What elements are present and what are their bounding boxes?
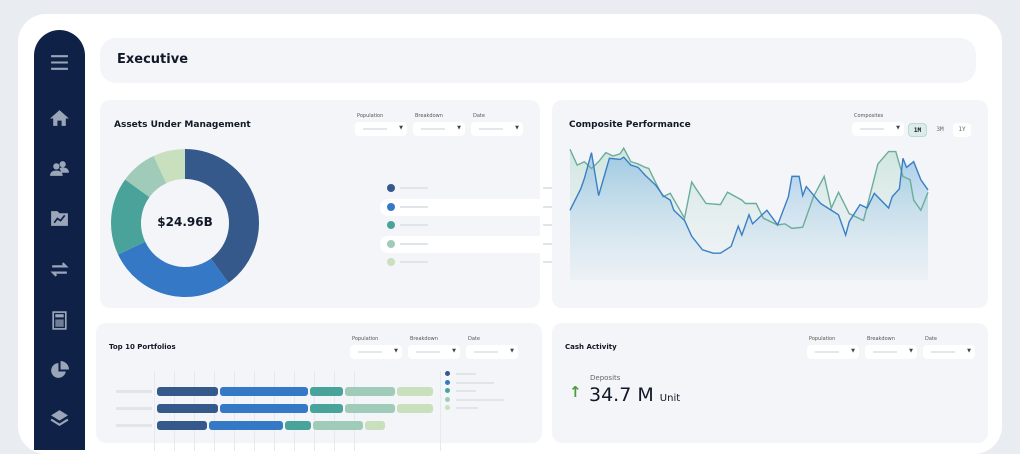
cash-card: Cash Activity Population ▼ Breakdown ▼ Dat…: [552, 323, 988, 443]
aum-card: Assets Under Management Population ▼ Brea…: [100, 100, 620, 308]
dropdown-label: Composites: [854, 113, 884, 119]
bar-segment[interactable]: [220, 404, 308, 413]
users-icon[interactable]: [49, 158, 70, 179]
bar-segment[interactable]: [310, 387, 343, 396]
top10-card: Top 10 Portfolios Population ▼ Breakdown ▼…: [96, 323, 542, 451]
bar-label: [116, 390, 152, 393]
caret-down-icon: ▼: [909, 348, 913, 354]
legend-swatch: [387, 184, 395, 192]
home-icon[interactable]: [49, 108, 70, 129]
bar-segment[interactable]: [397, 404, 433, 413]
menu-icon[interactable]: [49, 52, 70, 73]
dropdown-label: Breakdown: [415, 113, 443, 119]
deposits-amount: 34.7 M: [589, 384, 654, 406]
legend-swatch: [387, 239, 395, 248]
legend-swatch: [387, 202, 395, 211]
legend-swatch: [445, 371, 450, 376]
top10-title: Top 10 Portfolios: [109, 343, 176, 351]
range-1y-button[interactable]: 1Y: [953, 123, 971, 137]
legend-swatch: [387, 221, 395, 229]
bar-segment[interactable]: [157, 404, 218, 413]
legend-swatch: [445, 396, 450, 402]
aum-total: $24.96B: [157, 215, 213, 229]
bar-segment[interactable]: [157, 387, 218, 396]
caret-down-icon: ▼: [851, 348, 855, 354]
composite-line-chart: [569, 146, 929, 280]
composite-title: Composite Performance: [569, 120, 691, 130]
series-line[interactable]: [569, 146, 929, 230]
dropdown-label: Breakdown: [410, 336, 438, 342]
range-3m-button[interactable]: 3M: [936, 126, 944, 133]
bar-segment[interactable]: [345, 387, 395, 396]
cash-title: Cash Activity: [565, 343, 617, 351]
deposits-value: 34.7 M Unit: [589, 384, 680, 406]
dropdown-label: Population: [357, 113, 384, 119]
deposits-unit: Unit: [659, 393, 681, 404]
layers-icon[interactable]: [49, 408, 70, 429]
caret-down-icon: ▼: [896, 125, 900, 131]
dropdown-label: Population: [809, 336, 836, 342]
up-arrow-icon: ↑: [569, 383, 582, 401]
bar-segment[interactable]: [397, 387, 433, 396]
aum-title: Assets Under Management: [114, 120, 251, 130]
range-1m-button[interactable]: 1M: [908, 123, 927, 137]
caret-down-icon: ▼: [967, 348, 971, 354]
donut-slice[interactable]: [118, 241, 229, 297]
dropdown-label: Date: [468, 336, 480, 342]
legend-swatch: [445, 388, 450, 393]
caret-down-icon: ▼: [457, 125, 461, 131]
dropdown-label: Date: [473, 113, 485, 119]
aum-donut-chart: [111, 149, 259, 297]
page-title: Executive: [117, 52, 189, 67]
bar-label: [116, 407, 152, 410]
donut-slice[interactable]: [185, 149, 259, 283]
page-header: Executive: [100, 38, 976, 83]
sidebar: [34, 30, 85, 450]
donut-slice[interactable]: [153, 149, 185, 184]
bar-segment[interactable]: [220, 387, 308, 396]
donut-slice[interactable]: [125, 156, 167, 198]
chart-folder-icon[interactable]: [49, 208, 70, 229]
caret-down-icon: ▼: [510, 348, 514, 354]
caret-down-icon: ▼: [394, 348, 398, 354]
grid-line: [154, 371, 155, 451]
bar-segment[interactable]: [345, 404, 395, 413]
calculator-icon[interactable]: [49, 310, 70, 331]
caret-down-icon: ▼: [515, 125, 519, 131]
dropdown-label: Date: [925, 336, 937, 342]
pie-chart-icon[interactable]: [49, 360, 70, 381]
deposits-label: Deposits: [590, 374, 621, 382]
dropdown-label: Population: [352, 336, 379, 342]
caret-down-icon: ▼: [452, 348, 456, 354]
legend-swatch: [445, 379, 450, 385]
caret-down-icon: ▼: [399, 125, 403, 131]
bar-segment[interactable]: [310, 404, 343, 413]
dropdown-label: Breakdown: [867, 336, 895, 342]
legend-swatch: [445, 405, 450, 410]
legend-swatch: [387, 258, 395, 266]
donut-slice[interactable]: [111, 179, 150, 255]
transfer-icon[interactable]: [49, 259, 70, 280]
series-line[interactable]: [569, 152, 929, 254]
